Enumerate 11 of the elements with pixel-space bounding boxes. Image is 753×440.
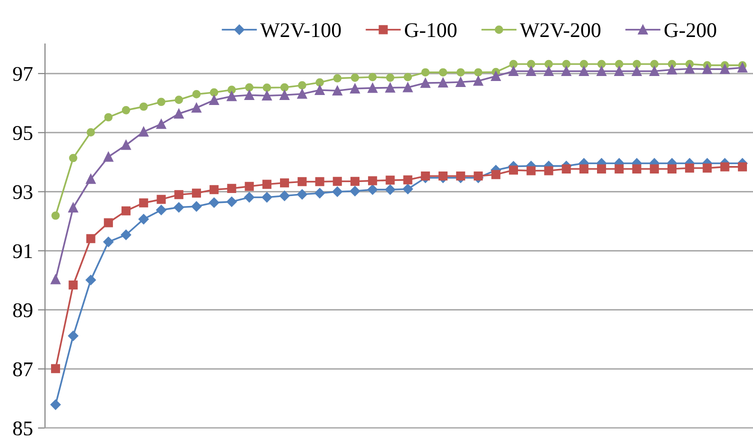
y-tick-label: 93: [13, 185, 32, 200]
y-tick-label: 91: [13, 244, 32, 258]
legend-label: W2V-100: [260, 23, 341, 38]
legend-label: W2V-200: [520, 23, 600, 38]
legend-label: G-200: [664, 23, 716, 38]
y-tick-label: 87: [13, 362, 33, 376]
y-tick-label: 97: [13, 66, 33, 81]
y-tick-label: 85: [13, 421, 32, 436]
y-tick-label: 95: [13, 126, 32, 140]
legend-label: G-100: [404, 23, 457, 38]
y-tick-label: 89: [13, 303, 32, 318]
